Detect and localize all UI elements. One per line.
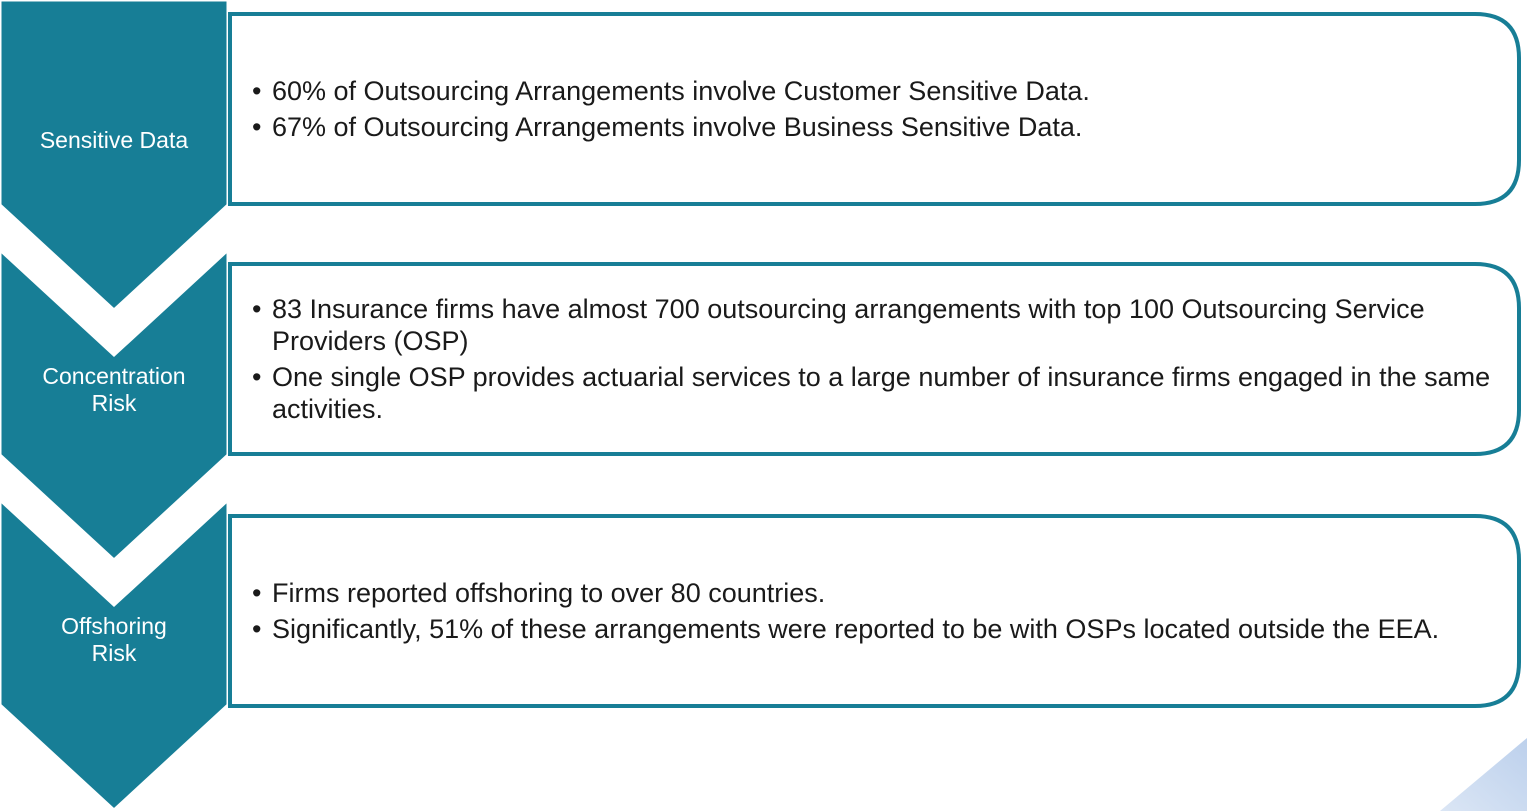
stage-label-box: Concentration Risk [0, 310, 228, 470]
bullet-list: 83 Insurance firms have almost 700 outso… [252, 266, 1502, 452]
chevron [0, 0, 230, 313]
stage-label: Offshoring Risk [61, 613, 167, 666]
bullet: 83 Insurance firms have almost 700 outso… [252, 293, 1502, 357]
bullet: Firms reported offshoring to over 80 cou… [252, 577, 1502, 609]
corner-decoration [1440, 738, 1527, 811]
bullet-list: 60% of Outsourcing Arrangements involve … [252, 16, 1502, 202]
bullet: Significantly, 51% of these arrangements… [252, 613, 1502, 645]
bullet: 67% of Outsourcing Arrangements involve … [252, 111, 1502, 143]
stage-label-box: Offshoring Risk [0, 560, 228, 720]
bullet: 60% of Outsourcing Arrangements involve … [252, 75, 1502, 107]
stage-label: Concentration Risk [42, 363, 186, 416]
bullet-list: Firms reported offshoring to over 80 cou… [252, 518, 1502, 704]
stage-label: Sensitive Data [39, 126, 189, 153]
bullet: One single OSP provides actuarial servic… [252, 361, 1502, 425]
content-box [228, 514, 1521, 708]
stage-label-box: Sensitive Data [0, 60, 228, 220]
content-box [228, 12, 1521, 206]
